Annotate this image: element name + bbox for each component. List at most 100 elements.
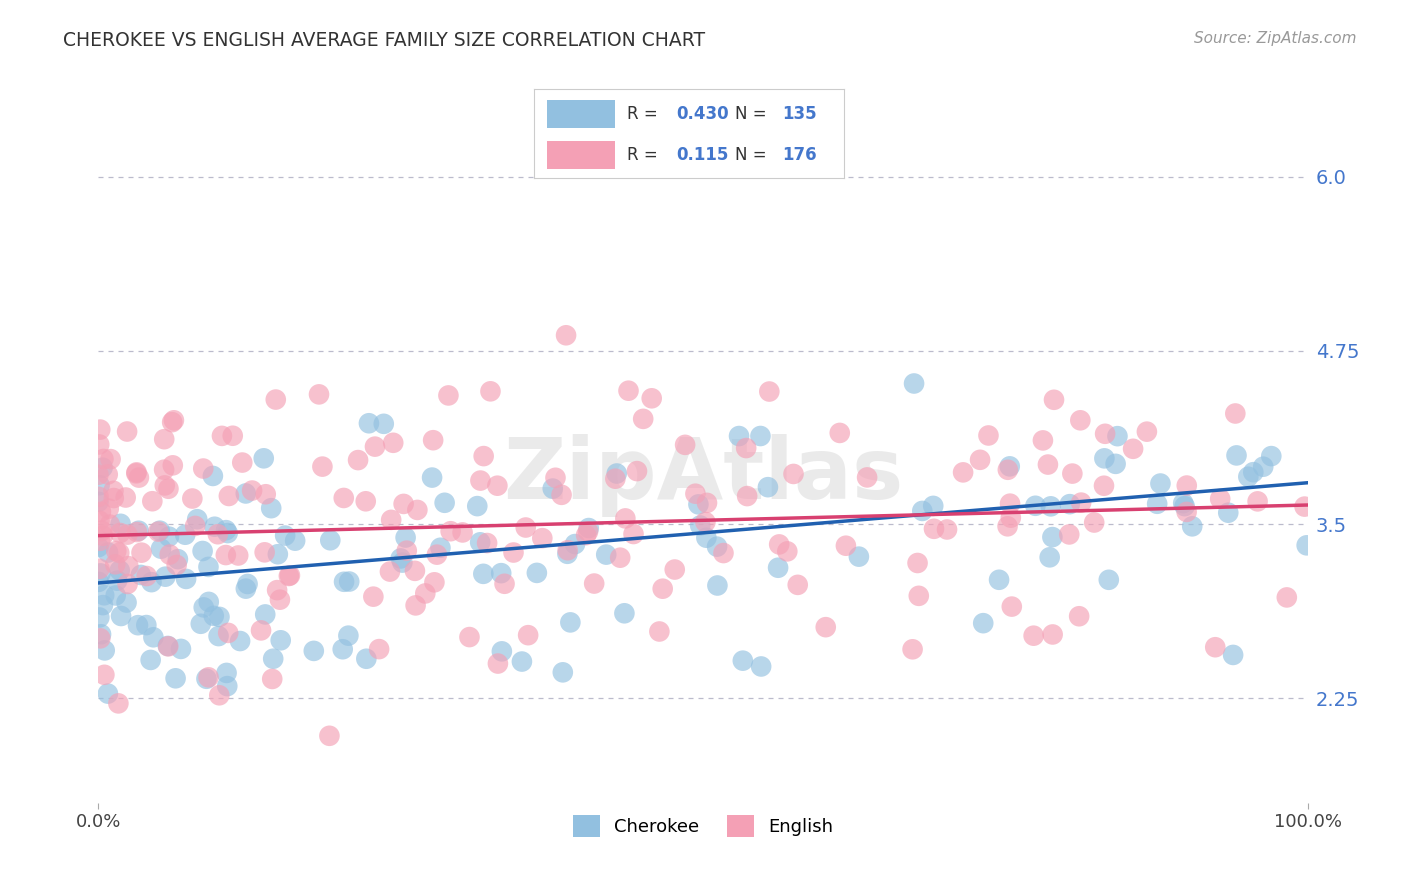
Point — [337, 629, 360, 643]
Point — [486, 479, 509, 493]
Point — [1175, 505, 1198, 519]
Point — [689, 518, 711, 533]
Point — [157, 482, 180, 496]
Point — [108, 525, 131, 540]
Point — [1295, 538, 1317, 552]
Point — [613, 607, 636, 621]
Point — [696, 496, 718, 510]
Point — [217, 626, 239, 640]
Point — [626, 464, 648, 478]
Point — [89, 562, 111, 576]
Point — [89, 632, 111, 646]
Point — [491, 644, 513, 658]
Point — [184, 519, 207, 533]
Point — [382, 435, 405, 450]
Point — [222, 429, 245, 443]
Point — [135, 569, 157, 583]
Point — [125, 467, 148, 481]
Point — [217, 679, 239, 693]
Point — [936, 523, 959, 537]
Point — [160, 415, 183, 429]
Point — [406, 503, 429, 517]
Point — [907, 556, 929, 570]
Point — [486, 657, 509, 671]
Point — [735, 441, 758, 455]
Point — [392, 497, 415, 511]
Point — [1043, 392, 1066, 407]
Point — [673, 438, 696, 452]
Point — [337, 574, 360, 589]
Point — [231, 456, 253, 470]
Point — [776, 544, 799, 558]
Point — [782, 467, 804, 481]
Point — [153, 478, 176, 492]
Point — [193, 461, 215, 475]
Point — [235, 582, 257, 596]
Point — [269, 592, 291, 607]
Point — [557, 547, 579, 561]
Point — [420, 470, 443, 484]
Point — [998, 497, 1021, 511]
Point — [90, 524, 112, 538]
Point — [319, 533, 342, 548]
Point — [354, 494, 377, 508]
Point — [197, 560, 219, 574]
Point — [115, 596, 138, 610]
Point — [197, 595, 219, 609]
Legend: Cherokee, English: Cherokee, English — [564, 805, 842, 846]
Point — [87, 490, 110, 504]
Point — [148, 524, 170, 539]
Point — [1218, 506, 1240, 520]
Point — [250, 624, 273, 638]
Point — [156, 639, 179, 653]
Point — [470, 474, 492, 488]
Point — [105, 544, 128, 558]
Point — [240, 483, 263, 498]
Point — [104, 558, 127, 572]
Point — [458, 630, 481, 644]
Point — [262, 672, 284, 686]
Point — [153, 463, 176, 477]
Point — [1260, 449, 1282, 463]
Point — [578, 521, 600, 535]
Point — [207, 527, 229, 541]
Point — [544, 471, 567, 485]
Point — [731, 654, 754, 668]
Point — [576, 524, 599, 539]
Point — [190, 616, 212, 631]
Point — [110, 516, 132, 531]
Point — [903, 376, 925, 391]
Point — [531, 531, 554, 545]
Point — [229, 634, 252, 648]
Point — [1039, 500, 1062, 514]
Point — [110, 609, 132, 624]
Point — [997, 463, 1019, 477]
Point — [90, 505, 112, 519]
Point — [526, 566, 548, 580]
Point — [1241, 465, 1264, 479]
Point — [451, 525, 474, 540]
Point — [664, 562, 686, 576]
Point — [89, 533, 111, 548]
Point — [163, 413, 186, 427]
Point — [479, 384, 502, 399]
Point — [264, 392, 287, 407]
Point — [1209, 491, 1232, 506]
Point — [1146, 497, 1168, 511]
Point — [226, 549, 249, 563]
Point — [1039, 550, 1062, 565]
Point — [1069, 413, 1091, 427]
Point — [117, 577, 139, 591]
Point — [356, 652, 378, 666]
Text: R =: R = — [627, 105, 664, 123]
Point — [394, 531, 416, 545]
Point — [706, 578, 728, 592]
Text: Source: ZipAtlas.com: Source: ZipAtlas.com — [1194, 31, 1357, 46]
Point — [541, 482, 564, 496]
Point — [167, 552, 190, 566]
Point — [749, 429, 772, 443]
Point — [91, 598, 114, 612]
Point — [1042, 627, 1064, 641]
Point — [333, 574, 356, 589]
Point — [115, 425, 138, 439]
